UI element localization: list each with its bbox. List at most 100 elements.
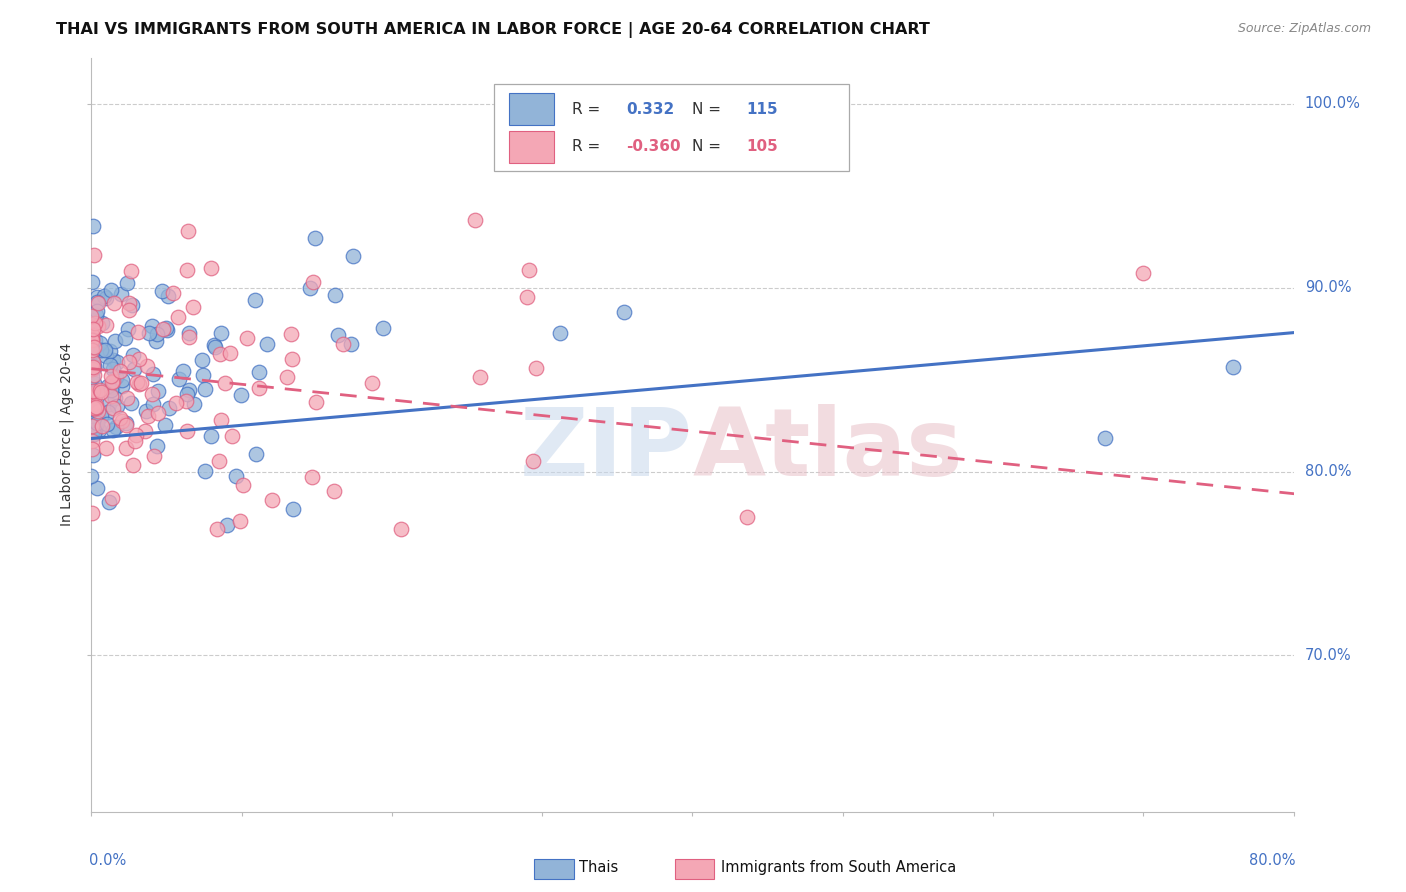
Point xyxy=(177,326,200,340)
Point xyxy=(121,347,143,361)
Point xyxy=(90,419,112,434)
Point xyxy=(84,384,107,399)
Point xyxy=(118,303,141,318)
Point xyxy=(325,287,347,301)
Point xyxy=(115,276,138,290)
Point xyxy=(156,323,179,337)
Point xyxy=(86,416,108,430)
Point xyxy=(221,429,243,443)
Text: 70.0%: 70.0% xyxy=(1305,648,1351,663)
Point xyxy=(84,423,107,437)
Point xyxy=(104,369,127,384)
Point xyxy=(83,361,105,376)
Point xyxy=(280,326,302,341)
Point xyxy=(114,331,136,345)
Point xyxy=(138,409,160,423)
Point xyxy=(142,397,165,411)
Point xyxy=(157,401,180,415)
Point xyxy=(342,249,364,263)
Point xyxy=(83,389,105,403)
Point xyxy=(82,384,104,398)
Point xyxy=(125,376,148,390)
Point xyxy=(245,447,267,461)
Point xyxy=(153,417,176,432)
Text: Atlas: Atlas xyxy=(692,404,963,496)
Point xyxy=(80,334,103,348)
Text: 80.0%: 80.0% xyxy=(1305,464,1351,479)
Point xyxy=(103,401,125,415)
Point xyxy=(86,304,108,318)
Point xyxy=(83,340,105,354)
Point xyxy=(202,338,225,352)
Point xyxy=(262,493,284,508)
Point xyxy=(91,316,114,330)
Point xyxy=(93,343,115,357)
Point xyxy=(304,231,326,245)
Point xyxy=(98,397,121,411)
FancyBboxPatch shape xyxy=(494,85,849,171)
Point xyxy=(548,326,571,340)
Point xyxy=(211,412,233,426)
Point xyxy=(82,321,104,335)
Point xyxy=(208,454,231,468)
Point xyxy=(176,424,198,438)
Point xyxy=(82,275,104,289)
Point xyxy=(101,375,124,389)
Point xyxy=(115,417,138,432)
Point xyxy=(298,281,321,295)
Point xyxy=(464,212,486,227)
Point xyxy=(96,318,118,332)
Point xyxy=(735,510,758,524)
Text: Immigrants from South America: Immigrants from South America xyxy=(721,860,956,874)
Point xyxy=(115,416,138,430)
Point xyxy=(82,442,104,456)
Point xyxy=(103,374,125,388)
Point xyxy=(100,283,122,297)
Point xyxy=(128,376,150,391)
Point xyxy=(194,382,217,396)
Point xyxy=(1094,431,1116,445)
Point xyxy=(176,262,198,277)
Point xyxy=(524,360,547,375)
Text: R =: R = xyxy=(572,102,606,117)
Point xyxy=(103,296,125,310)
Point xyxy=(322,484,344,499)
Point xyxy=(104,334,127,349)
Point xyxy=(82,313,104,327)
Point xyxy=(124,362,146,376)
Point xyxy=(82,359,104,374)
Point xyxy=(326,328,349,343)
Point xyxy=(283,502,305,516)
Point xyxy=(82,448,104,462)
Point xyxy=(98,358,121,372)
Point xyxy=(256,336,278,351)
Point xyxy=(128,351,150,366)
Point xyxy=(104,391,127,405)
Point xyxy=(89,336,111,351)
Point xyxy=(87,318,110,333)
Point xyxy=(80,328,103,343)
Point xyxy=(200,261,222,276)
Point xyxy=(218,346,240,360)
Point xyxy=(98,343,121,358)
Point xyxy=(146,406,169,420)
Point xyxy=(82,219,104,233)
Point xyxy=(117,322,139,336)
Point xyxy=(110,287,132,301)
Point xyxy=(135,359,157,374)
Point xyxy=(110,410,132,425)
Point xyxy=(80,362,103,376)
Text: 90.0%: 90.0% xyxy=(1305,280,1351,295)
FancyBboxPatch shape xyxy=(509,94,554,125)
Point xyxy=(101,491,124,505)
Point xyxy=(229,388,252,402)
Point xyxy=(167,372,190,386)
Point xyxy=(522,454,544,468)
Point xyxy=(243,293,266,308)
Point xyxy=(332,337,354,351)
Point xyxy=(83,376,105,390)
Point xyxy=(121,298,143,312)
Point xyxy=(83,359,105,374)
Point xyxy=(86,295,108,310)
Point xyxy=(105,354,128,368)
